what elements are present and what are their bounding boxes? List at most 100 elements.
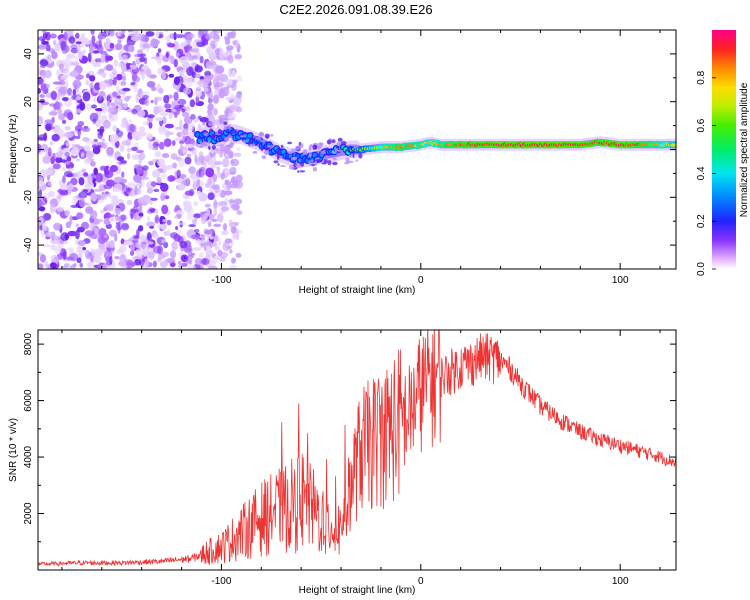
- noise-speckle: [194, 154, 198, 163]
- noise-speckle: [95, 58, 103, 63]
- noise-speckle: [196, 179, 201, 188]
- noise-speckle: [50, 90, 57, 101]
- noise-speckle: [82, 127, 91, 133]
- noise-speckle: [204, 229, 213, 235]
- noise-speckle: [82, 247, 86, 251]
- scatter-point: [348, 154, 353, 158]
- noise-speckle: [207, 105, 212, 114]
- noise-speckle: [38, 176, 44, 183]
- noise-speckle: [109, 255, 113, 265]
- noise-speckle: [196, 190, 202, 196]
- noise-speckle: [165, 52, 169, 58]
- noise-speckle: [132, 154, 141, 160]
- scatter-point: [309, 144, 313, 148]
- scatter-point: [229, 142, 234, 149]
- noise-speckle: [161, 153, 170, 159]
- noise-speckle: [226, 181, 232, 191]
- noise-speckle: [172, 41, 180, 51]
- noise-speckle: [142, 194, 151, 205]
- noise-speckle: [175, 34, 185, 39]
- noise-speckle: [105, 30, 109, 36]
- noise-speckle: [115, 43, 123, 51]
- noise-speckle: [99, 81, 107, 91]
- noise-speckle: [74, 144, 80, 148]
- noise-speckle: [76, 212, 84, 220]
- noise-speckle: [87, 174, 93, 185]
- noise-speckle: [109, 42, 115, 49]
- noise-speckle: [175, 226, 179, 230]
- noise-speckle: [98, 95, 102, 101]
- ridge-core: [195, 132, 200, 137]
- scatter-point: [281, 144, 284, 149]
- noise-speckle: [194, 73, 201, 79]
- noise-speckle: [65, 221, 72, 229]
- noise-speckle: [195, 87, 201, 92]
- noise-speckle: [213, 83, 220, 90]
- noise-speckle: [98, 228, 107, 238]
- noise-speckle: [193, 141, 197, 147]
- noise-speckle: [91, 104, 97, 109]
- noise-speckle: [48, 122, 53, 128]
- noise-speckle: [229, 264, 237, 269]
- colorbar-tick-label: 0.0: [696, 262, 707, 276]
- noise-speckle: [66, 173, 74, 178]
- y-tick-label: 0: [23, 146, 34, 152]
- noise-speckle: [132, 30, 139, 35]
- noise-speckle: [133, 173, 143, 183]
- noise-speckle: [195, 169, 205, 178]
- noise-speckle: [220, 172, 226, 180]
- noise-speckle: [134, 52, 138, 61]
- scatter-point: [203, 132, 209, 137]
- noise-speckle: [58, 80, 65, 85]
- noise-speckle: [119, 144, 125, 152]
- noise-speckle: [229, 166, 237, 175]
- noise-speckle: [54, 43, 61, 52]
- noise-speckle: [136, 244, 141, 248]
- noise-speckle: [224, 37, 231, 46]
- noise-speckle: [231, 257, 236, 264]
- ridge-core: [670, 143, 676, 147]
- noise-speckle: [97, 193, 105, 204]
- noise-speckle: [198, 264, 204, 269]
- noise-speckle: [90, 250, 96, 258]
- noise-speckle: [67, 230, 77, 237]
- noise-speckle: [54, 245, 62, 255]
- noise-speckle: [81, 137, 90, 142]
- noise-speckle: [173, 234, 181, 242]
- noise-speckle: [225, 96, 232, 101]
- noise-speckle: [64, 125, 71, 131]
- scatter-point: [243, 139, 247, 144]
- noise-speckle: [66, 256, 75, 261]
- noise-speckle: [90, 248, 96, 253]
- scatter-point: [314, 160, 318, 166]
- noise-speckle: [210, 242, 218, 247]
- noise-speckle: [210, 40, 216, 48]
- noise-speckle: [236, 75, 243, 83]
- noise-speckle: [91, 35, 96, 44]
- noise-speckle: [42, 41, 49, 45]
- noise-speckle: [130, 64, 137, 70]
- noise-speckle: [38, 44, 47, 50]
- noise-speckle: [210, 185, 220, 190]
- noise-speckle: [38, 102, 43, 111]
- noise-speckle: [216, 213, 224, 223]
- noise-speckle: [121, 222, 130, 231]
- noise-speckle: [207, 192, 215, 200]
- scatter-point: [265, 146, 268, 151]
- noise-speckle: [173, 58, 178, 68]
- noise-speckle: [134, 136, 142, 141]
- noise-speckle: [74, 55, 79, 63]
- noise-speckle: [64, 151, 70, 157]
- noise-speckle: [200, 214, 207, 225]
- spectrogram-axes: -100 0 100 -40 -20 0 20 40: [23, 29, 676, 286]
- noise-speckle: [42, 32, 48, 39]
- noise-speckle: [94, 254, 102, 264]
- y-tick-label: 2000: [23, 502, 34, 525]
- y-tick-label: 20: [23, 96, 34, 108]
- noise-speckle: [88, 83, 94, 88]
- noise-speckle: [138, 212, 144, 217]
- noise-speckle: [58, 63, 64, 70]
- noise-speckle: [126, 259, 134, 269]
- noise-speckle: [183, 77, 193, 88]
- noise-speckle: [69, 70, 79, 78]
